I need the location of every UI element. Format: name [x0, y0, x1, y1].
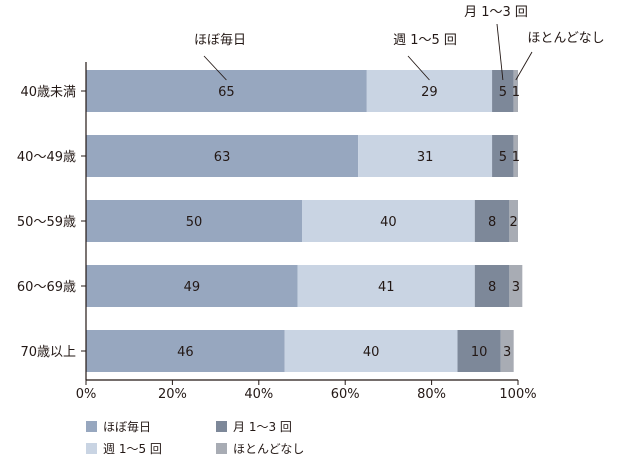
- bars-layer: 65 29 5 163 31 5 150 40 8 249 41 8 346 40 10 3: [86, 70, 523, 372]
- category-label: 40歳未満: [20, 85, 76, 100]
- legend-swatch: [86, 443, 97, 454]
- data-label: 40: [363, 345, 380, 360]
- data-label: 8: [488, 215, 496, 230]
- bar-segment: [284, 330, 458, 372]
- bar-segment: [474, 200, 510, 242]
- data-label: 29: [421, 85, 438, 100]
- bar-segment: [86, 200, 302, 242]
- bar-segment: [492, 70, 514, 112]
- category-label: 40〜49歳: [17, 150, 76, 165]
- callout-line: [407, 55, 430, 81]
- data-label: 2: [510, 215, 518, 230]
- callout-line: [496, 23, 504, 81]
- data-label: 3: [512, 280, 520, 295]
- bar-segment: [358, 135, 493, 177]
- legend-item-series-3: ほとんどなし: [216, 440, 304, 457]
- series-callout-label: ほとんどなし: [527, 31, 604, 46]
- data-label: 31: [417, 150, 434, 165]
- legend-swatch: [216, 421, 227, 432]
- bar-segment: [86, 135, 359, 177]
- legend-item-series-1: 週 1〜5 回: [86, 440, 162, 457]
- series-callout-label: 月 1〜3 回: [464, 5, 528, 20]
- bar-segment: [297, 265, 475, 307]
- x-tick-label: 80%: [417, 387, 446, 402]
- data-label: 5: [499, 85, 507, 100]
- legend-label: ほぼ毎日: [103, 420, 152, 434]
- series-callout-label: 週 1〜5 回: [393, 33, 457, 48]
- bar-segment: [86, 330, 285, 372]
- data-label: 10: [471, 345, 488, 360]
- x-tick-label: 0%: [76, 387, 97, 402]
- data-label: 8: [488, 280, 496, 295]
- axes-layer: 40歳未満 40〜49歳 50〜59歳 60〜69歳 70歳以上 0% 20% 40% 60% 8…: [17, 62, 537, 402]
- legend-item-series-0: ほぼ毎日: [86, 418, 151, 435]
- data-label: 1: [512, 85, 520, 100]
- legend-label: 週 1〜5 回: [103, 442, 162, 456]
- bar-segment: [474, 265, 510, 307]
- callout-line: [515, 51, 533, 81]
- bar-segment: [366, 70, 493, 112]
- legend-swatch: [86, 421, 97, 432]
- legend-swatch: [216, 443, 227, 454]
- bar-segment: [86, 265, 298, 307]
- category-label: 60〜69歳: [17, 280, 76, 295]
- legend-label: 月 1〜3 回: [233, 420, 292, 434]
- bar-segment: [457, 330, 501, 372]
- x-tick-label: 60%: [331, 387, 360, 402]
- category-label: 50〜59歳: [17, 215, 76, 230]
- bar-segment: [509, 265, 523, 307]
- data-label: 63: [214, 150, 231, 165]
- x-tick-label: 100%: [499, 387, 536, 402]
- data-label: 41: [378, 280, 395, 295]
- bar-segment: [302, 200, 475, 242]
- legend-item-series-2: 月 1〜3 回: [216, 418, 292, 435]
- legend: ほぼ毎日 月 1〜3 回 週 1〜5 回 ほとんどなし: [86, 418, 366, 458]
- x-tick-label: 20%: [158, 387, 187, 402]
- data-label: 5: [499, 150, 507, 165]
- data-label: 65: [218, 85, 235, 100]
- category-label: 70歳以上: [20, 345, 76, 360]
- data-label: 46: [177, 345, 194, 360]
- data-label: 3: [503, 345, 511, 360]
- callout-line: [203, 55, 227, 81]
- bar-segment: [513, 70, 518, 112]
- data-label: 40: [380, 215, 397, 230]
- data-label: 50: [186, 215, 203, 230]
- bar-segment: [513, 135, 518, 177]
- data-label: 1: [512, 150, 520, 165]
- data-label: 49: [184, 280, 201, 295]
- x-tick-label: 40%: [244, 387, 273, 402]
- legend-label: ほとんどなし: [233, 442, 305, 456]
- bar-segment: [86, 70, 367, 112]
- bar-segment: [500, 330, 514, 372]
- series-callout-label: ほぼ毎日: [194, 32, 246, 48]
- bar-segment: [509, 200, 518, 242]
- bar-segment: [492, 135, 514, 177]
